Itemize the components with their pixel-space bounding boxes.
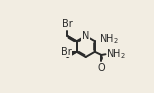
Text: Br: Br (62, 19, 73, 29)
Text: O: O (98, 63, 105, 73)
Text: NH$_2$: NH$_2$ (106, 47, 126, 61)
Text: NH$_2$: NH$_2$ (99, 32, 119, 46)
Text: N: N (82, 31, 89, 41)
Text: Br: Br (61, 47, 71, 57)
